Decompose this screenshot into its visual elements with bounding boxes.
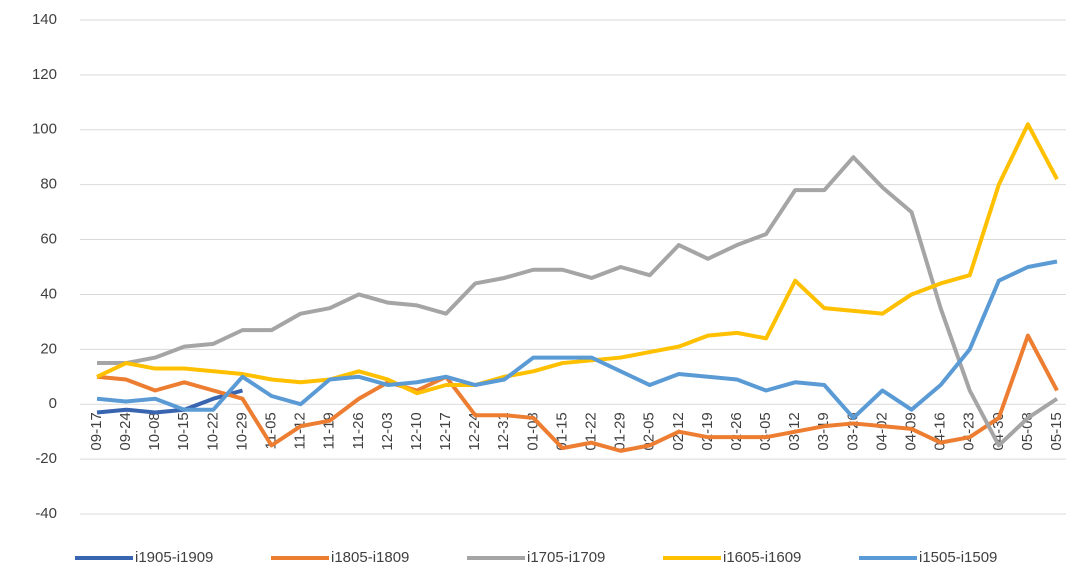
y-tick-label: 100 <box>32 121 57 138</box>
y-tick-label: 60 <box>40 231 57 248</box>
series-line <box>97 155 1059 448</box>
x-tick-label: 11-12 <box>292 412 309 449</box>
x-tick-label: 03-19 <box>815 412 832 450</box>
x-tick-label: 11-26 <box>350 412 367 449</box>
y-tick-label: 80 <box>40 176 57 193</box>
series-line <box>96 259 1058 420</box>
x-tick-label: 02-19 <box>699 412 716 450</box>
legend-label: i1605-i1609 <box>723 549 801 566</box>
x-tick-label: 12-03 <box>379 412 396 450</box>
x-tick-label: 10-08 <box>146 412 163 450</box>
y-tick-label: -40 <box>35 505 57 522</box>
x-tick-label: 04-09 <box>903 412 920 450</box>
y-tick-label: 120 <box>32 66 57 83</box>
y-tick-label: 40 <box>40 285 57 302</box>
series-line <box>96 388 243 415</box>
x-tick-label: 12-10 <box>408 412 425 450</box>
x-tick-label: 03-05 <box>757 412 774 450</box>
legend-label: i1505-i1509 <box>919 549 997 566</box>
series-line <box>96 333 1059 453</box>
x-tick-label: 09-24 <box>117 412 134 450</box>
x-tick-label: 09-17 <box>88 412 105 450</box>
y-tick-label: 0 <box>49 395 57 412</box>
x-tick-label: 01-22 <box>583 412 600 450</box>
y-tick-label: 20 <box>40 340 57 357</box>
x-tick-label: 02-05 <box>641 412 658 450</box>
legend-label: i1805-i1809 <box>331 549 409 566</box>
x-tick-label: 10-22 <box>204 412 221 450</box>
x-tick-label: 10-15 <box>175 412 192 450</box>
x-tick-label: 12-17 <box>437 412 454 450</box>
x-tick-label: 10-29 <box>233 412 250 450</box>
legend-label: i1905-i1909 <box>135 549 213 566</box>
x-tick-label: 02-26 <box>728 412 745 450</box>
x-tick-label: 04-02 <box>873 412 890 450</box>
x-tick-label: 04-16 <box>932 412 949 450</box>
x-tick-label: 04-23 <box>961 412 978 450</box>
x-tick-label: 12-24 <box>466 412 483 450</box>
legend-label: i1705-i1709 <box>527 549 605 566</box>
x-tick-label: 05-15 <box>1048 412 1065 450</box>
y-tick-label: 140 <box>32 11 57 28</box>
x-tick-label: 01-29 <box>612 412 629 450</box>
series-line <box>96 122 1059 396</box>
x-tick-label: 12-31 <box>495 412 512 450</box>
y-tick-label: -20 <box>35 450 57 467</box>
